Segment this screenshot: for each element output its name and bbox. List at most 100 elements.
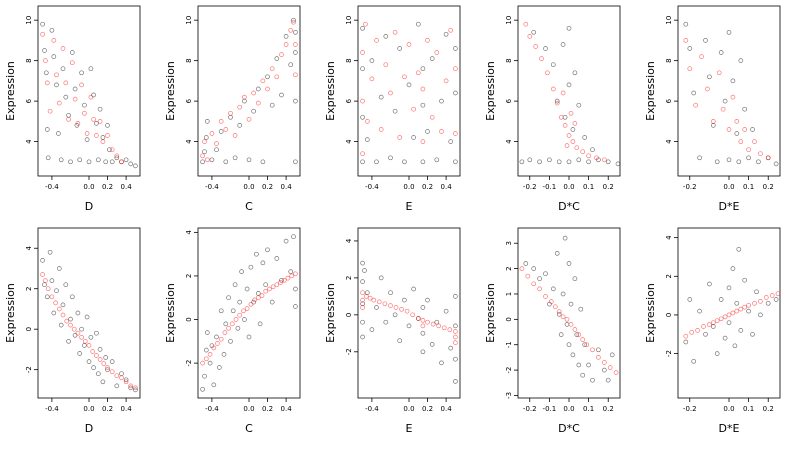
point-red: [293, 42, 298, 47]
point-black: [221, 352, 227, 357]
point-red: [252, 297, 257, 303]
point-red: [730, 310, 736, 316]
x-tick-label: 0.0: [403, 183, 414, 191]
point-black: [364, 137, 370, 142]
point-red: [415, 316, 421, 321]
x-tick-label: -0.4: [205, 183, 219, 191]
point-red: [434, 50, 440, 55]
x-tick-label: -0.1: [543, 405, 557, 413]
point-black: [726, 29, 732, 35]
point-black: [97, 106, 103, 112]
point-black: [293, 98, 298, 104]
point-black: [566, 261, 572, 266]
point-red: [105, 133, 110, 138]
y-tick-label: 4: [25, 139, 33, 144]
point-black: [566, 159, 572, 165]
point-red: [114, 373, 120, 379]
point-black: [265, 247, 270, 253]
point-red: [554, 100, 560, 106]
point-red: [726, 312, 732, 318]
point-red: [222, 330, 228, 335]
point-black: [226, 295, 231, 301]
point-black: [283, 238, 289, 244]
point-black: [374, 159, 379, 165]
scatter-panel: -0.2 0.0 0.1 0.2 -2 0 2 4 D*E Expression: [644, 227, 781, 435]
point-black: [402, 159, 407, 165]
point-red: [558, 114, 564, 120]
x-tick-label: -0.2: [683, 405, 697, 413]
point-black: [43, 70, 49, 76]
point-black: [51, 310, 57, 316]
point-black: [228, 338, 233, 344]
scatter-panel: -0.2 0.0 0.1 0.2 4 6 8 10 D*E Expression: [644, 5, 781, 213]
point-black: [274, 256, 280, 261]
y-tick-label: 4: [665, 235, 673, 240]
point-red: [84, 131, 90, 136]
y-tick-label: 10: [505, 16, 513, 25]
point-black: [58, 322, 64, 328]
point-red: [429, 114, 435, 120]
point-black: [360, 260, 365, 266]
point-red: [109, 369, 115, 375]
point-red: [263, 288, 269, 294]
point-black: [439, 98, 444, 104]
point-black: [574, 332, 580, 337]
point-red: [68, 322, 73, 328]
x-tick-label: -0.2: [523, 405, 537, 413]
point-red: [101, 361, 107, 366]
point-black: [248, 264, 254, 270]
y-tick-label: 1: [505, 292, 513, 296]
point-red: [223, 127, 229, 132]
x-tick-label: 0.0: [723, 183, 734, 191]
point-black: [582, 135, 588, 140]
point-red: [580, 149, 586, 155]
point-black: [448, 139, 454, 144]
point-red: [60, 46, 66, 51]
point-black: [114, 383, 120, 389]
point-red: [746, 302, 751, 308]
point-red: [775, 291, 781, 297]
y-tick-label: 10: [25, 16, 33, 25]
point-black: [214, 334, 219, 340]
point-red: [720, 106, 726, 112]
point-black: [214, 147, 219, 153]
point-red: [293, 72, 298, 78]
point-black: [697, 308, 702, 314]
point-black: [360, 319, 365, 325]
point-black: [556, 159, 562, 165]
point-red: [734, 119, 740, 124]
point-black: [69, 50, 75, 55]
y-tick-label: 2: [25, 286, 33, 290]
point-red: [397, 135, 403, 140]
point-black: [269, 299, 275, 305]
point-black: [209, 157, 215, 163]
point-red: [123, 379, 129, 385]
point-black: [397, 46, 403, 51]
point-black: [279, 92, 284, 98]
x-tick-label: 0.4: [441, 405, 453, 413]
point-black: [576, 157, 582, 163]
point-red: [531, 281, 537, 287]
point-red: [360, 50, 365, 55]
point-black: [223, 159, 229, 165]
point-black: [204, 119, 210, 124]
point-black: [260, 159, 266, 165]
plot-frame: [197, 5, 301, 177]
point-black: [133, 387, 138, 393]
point-black: [232, 155, 238, 161]
point-red: [716, 70, 722, 76]
point-red: [105, 365, 110, 370]
point-red: [752, 300, 757, 306]
point-black: [453, 294, 458, 299]
point-red: [267, 286, 272, 292]
point-black: [519, 159, 525, 165]
point-black: [255, 86, 261, 92]
point-black: [42, 282, 47, 288]
point-red: [218, 336, 224, 342]
x-tick-label: 0.0: [243, 183, 254, 191]
y-tick-label: 6: [505, 98, 513, 103]
point-red: [285, 275, 291, 281]
y-tick-label: 6: [185, 98, 193, 103]
x-tick-label: 0.4: [281, 183, 293, 191]
point-red: [556, 309, 562, 315]
